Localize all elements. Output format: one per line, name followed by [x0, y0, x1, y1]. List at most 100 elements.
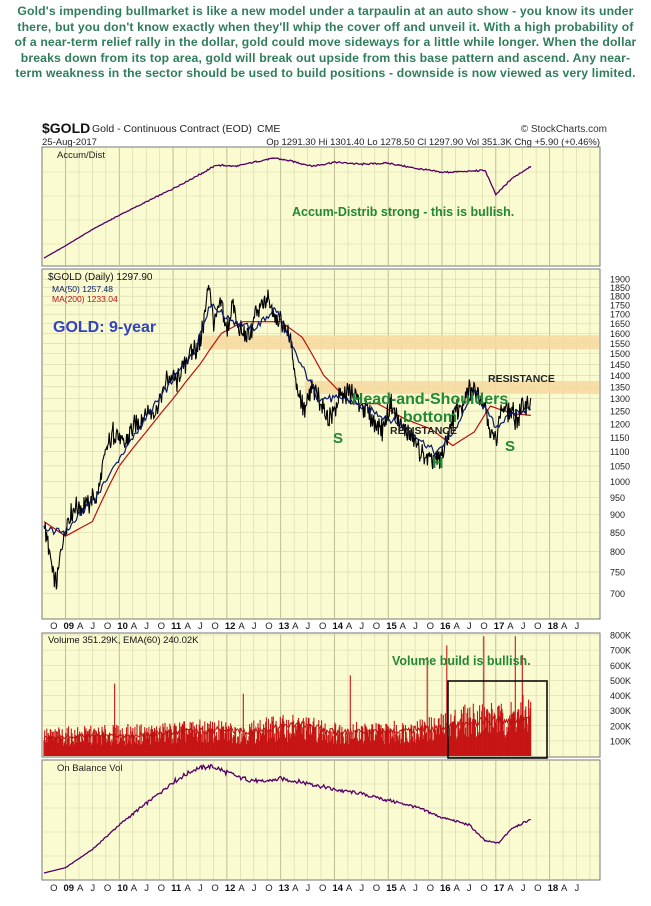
obv-label: On Balance Vol — [57, 763, 123, 774]
x-axis-month-label: O — [104, 883, 111, 894]
x-axis-year-label: 10 — [117, 621, 128, 632]
headline-commentary: Gold's impending bullmarket is like a ne… — [14, 4, 637, 81]
x-axis-upper: O 09 A J O 10 A J O 11 A J O 12 A J O 13 A J O 14 A J O 15 A J O 16 A J… — [50, 621, 579, 632]
chart-date: 25-Aug-2017 — [42, 137, 97, 148]
obv-panel: On Balance Vol — [41, 759, 601, 881]
x-axis-month-label: A — [131, 883, 138, 894]
x-axis-year-label: 15 — [386, 883, 397, 894]
price-line — [43, 285, 532, 590]
accum-dist-annotation: Accum-Distrib strong - this is bullish. — [292, 205, 514, 219]
volume-tick-label: 700K — [610, 646, 631, 656]
x-axis-month-label: A — [185, 883, 192, 894]
x-axis-year-label: 17 — [494, 621, 505, 632]
price-tick-label: 1400 — [610, 371, 630, 381]
x-axis-month-label: A — [346, 621, 353, 632]
x-axis-month-label: A — [561, 883, 568, 894]
x-axis-month-label: J — [574, 621, 579, 632]
price-tick-label: 1050 — [610, 461, 630, 471]
x-axis-month-label: O — [427, 883, 434, 894]
price-tick-label: 1150 — [610, 433, 629, 443]
ma50-line — [43, 303, 532, 537]
x-axis-month-label: J — [198, 883, 203, 894]
x-axis-year-label: 15 — [386, 621, 397, 632]
x-axis-month-label: A — [292, 621, 299, 632]
x-axis-month-label: A — [238, 621, 245, 632]
resistance-label-upper: RESISTANCE — [488, 373, 555, 385]
volume-tick-label: 200K — [610, 721, 631, 731]
x-axis-month-label: O — [480, 883, 487, 894]
x-axis-month-label: O — [50, 883, 57, 894]
volume-panel-title: Volume 351.29K, EMA(60) 240.02K — [48, 635, 199, 646]
x-axis-year-label: 12 — [225, 621, 236, 632]
volume-tick-label: 100K — [610, 736, 631, 746]
x-axis-month-label: J — [198, 621, 203, 632]
resistance-band-lower — [304, 381, 599, 394]
x-axis-month-label: O — [373, 883, 380, 894]
price-tick-label: 1600 — [610, 329, 630, 339]
x-axis-year-label: 18 — [548, 621, 559, 632]
x-axis-month-label: J — [306, 621, 311, 632]
x-axis-year-label: 09 — [64, 621, 75, 632]
x-axis-month-label: A — [400, 883, 407, 894]
x-axis-month-label: O — [211, 621, 218, 632]
x-axis-month-label: J — [90, 621, 95, 632]
price-tick-label: 1450 — [610, 360, 630, 370]
x-axis-month-label: O — [158, 883, 165, 894]
price-tick-label: 950 — [610, 493, 625, 503]
price-tick-label: 1850 — [610, 283, 630, 293]
x-axis-month-label: J — [252, 883, 257, 894]
chart-quote-line: Op 1291.30 Hi 1301.40 Lo 1278.50 Cl 1297… — [266, 137, 600, 148]
x-axis-year-label: 16 — [440, 621, 451, 632]
x-axis-month-label: A — [131, 621, 138, 632]
accum-dist-label: Accum/Dist — [57, 150, 105, 161]
x-axis-month-label: J — [90, 883, 95, 894]
price-tick-label: 1000 — [610, 477, 630, 487]
x-axis-month-label: O — [265, 883, 272, 894]
x-axis-month-label: A — [507, 621, 514, 632]
volume-tick-label: 400K — [610, 691, 631, 701]
volume-tick-label: 300K — [610, 706, 631, 716]
price-tick-label: 1300 — [610, 394, 630, 404]
x-axis-month-label: O — [319, 883, 326, 894]
price-panel: 700 750 800 850 900 950 1000 1050 1100 1150 1200 12… — [41, 268, 630, 620]
x-axis-month-label: J — [521, 883, 526, 894]
x-axis-month-label: J — [574, 883, 579, 894]
x-axis-year-label: 14 — [332, 621, 343, 632]
x-axis-year-label: 17 — [494, 883, 505, 894]
right-shoulder-label: S — [505, 438, 515, 455]
x-axis-month-label: O — [534, 883, 541, 894]
gold-9-year-label: GOLD: 9-year — [53, 319, 156, 336]
x-axis-month-label: A — [561, 621, 568, 632]
left-shoulder-label: S — [333, 430, 343, 447]
chart-exchange: CME — [257, 123, 280, 135]
accum-dist-line — [43, 157, 532, 259]
price-tick-label: 1700 — [610, 310, 630, 320]
x-axis-year-label: 11 — [171, 621, 182, 632]
chart-symbol: $GOLD — [42, 120, 90, 136]
x-axis-year-label: 13 — [279, 621, 290, 632]
chart-instrument-name: Gold - Continuous Contract (EOD) — [92, 123, 252, 135]
x-axis-year-label: 09 — [64, 883, 75, 894]
x-axis-year-label: 13 — [279, 883, 290, 894]
resistance-band-upper — [202, 335, 599, 350]
price-tick-label: 1200 — [610, 419, 630, 429]
x-axis-month-label: J — [467, 883, 472, 894]
x-axis-year-label: 16 — [440, 883, 451, 894]
price-tick-label: 1100 — [610, 447, 629, 457]
volume-tick-label: 500K — [610, 676, 631, 686]
x-axis-year-label: 11 — [171, 883, 182, 894]
x-axis-month-label: O — [480, 621, 487, 632]
head-and-shoulders-label: Head-and-Shoulders — [352, 391, 509, 408]
volume-panel: 100K 200K 300K 400K 500K 600K 700K 800K Volume … — [41, 631, 631, 759]
price-tick-label: 750 — [610, 567, 625, 577]
x-axis-month-label: J — [144, 621, 149, 632]
x-axis-month-label: A — [453, 621, 460, 632]
price-tick-label: 800 — [610, 547, 625, 557]
volume-tick-label: 800K — [610, 631, 631, 641]
x-axis-month-label: A — [346, 883, 353, 894]
x-axis-month-label: O — [534, 621, 541, 632]
x-axis-month-label: O — [319, 621, 326, 632]
x-axis-month-label: J — [521, 621, 526, 632]
x-axis-month-label: J — [467, 621, 472, 632]
